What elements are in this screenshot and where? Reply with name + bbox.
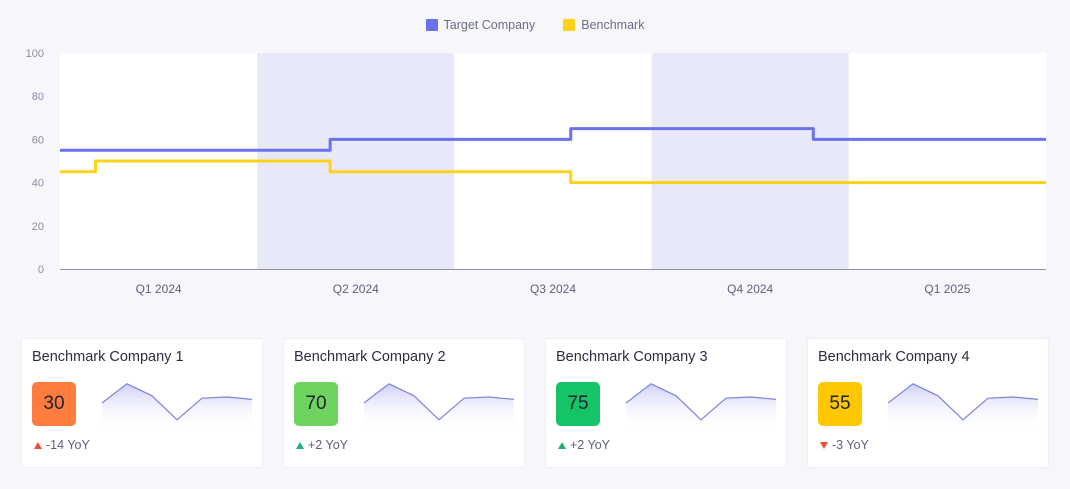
trend-arrow-icon [820,441,828,449]
y-tick-label: 0 [38,264,44,276]
x-tick-label: Q1 2025 [924,282,970,296]
yoy-change: -14 YoY [34,438,90,452]
score-badge: 30 [32,382,76,426]
trend-arrow-icon [34,441,42,449]
legend-item-benchmark[interactable]: Benchmark [563,18,644,32]
legend-label-benchmark: Benchmark [581,18,645,32]
sparkline [625,383,777,427]
y-tick-label: 80 [32,91,44,103]
sparkline-area [888,383,1038,427]
sparkline [101,383,253,427]
benchmark-card-4[interactable]: Benchmark Company 4 55 -3 YoY [808,339,1048,467]
yoy-change: +2 YoY [558,438,610,452]
x-tick-label: Q3 2024 [530,282,576,296]
x-tick-label: Q1 2024 [136,282,182,296]
shaded-band-q4-2024 [651,53,849,269]
series-line-benchmark [60,159,1046,185]
score-badge: 55 [818,382,862,426]
benchmark-card-2[interactable]: Benchmark Company 2 70 +2 YoY [284,339,524,467]
line-chart: 0 20 40 60 80 100 Q1 2024 Q2 2024 Q3 2024 Q4 2024… [26,48,1046,296]
card-title: Benchmark Company 1 [32,349,184,365]
sparkline [363,383,515,427]
x-tick-label: Q2 2024 [333,282,379,296]
score-badge: 70 [294,382,338,426]
trend-arrow-icon [558,441,566,449]
yoy-text: +2 YoY [570,438,610,452]
card-title: Benchmark Company 3 [556,349,708,365]
y-tick-label: 20 [32,221,44,233]
sparkline-area [102,383,252,427]
sparkline-area [364,383,514,427]
yoy-change: +2 YoY [296,438,348,452]
chart-legend: Target Company Benchmark [0,18,1070,32]
sparkline-line [887,383,1039,421]
x-tick-label: Q4 2024 [727,282,773,296]
score-badge: 75 [556,382,600,426]
sparkline [887,383,1039,427]
trend-arrow-icon [296,441,304,449]
legend-swatch-benchmark [563,19,576,31]
benchmark-card-1[interactable]: Benchmark Company 1 30 -14 YoY [22,339,262,467]
yoy-change: -3 YoY [820,438,869,452]
legend-swatch-target-company [425,19,438,31]
series-line-target-company [60,127,1046,152]
sparkline-line [101,383,253,421]
legend-label-target-company: Target Company [443,18,536,32]
sparkline-line [363,383,515,421]
y-tick-label: 100 [26,48,44,60]
card-title: Benchmark Company 2 [294,349,446,365]
y-tick-label: 60 [32,134,44,146]
card-title: Benchmark Company 4 [818,349,970,365]
yoy-text: -3 YoY [832,438,869,452]
sparkline-area [626,383,776,427]
sparkline-line [625,383,777,421]
yoy-text: -14 YoY [46,438,90,452]
legend-item-target-company[interactable]: Target Company [425,18,536,32]
yoy-text: +2 YoY [308,438,348,452]
y-tick-label: 40 [32,178,44,190]
benchmark-card-3[interactable]: Benchmark Company 3 75 +2 YoY [546,339,786,467]
